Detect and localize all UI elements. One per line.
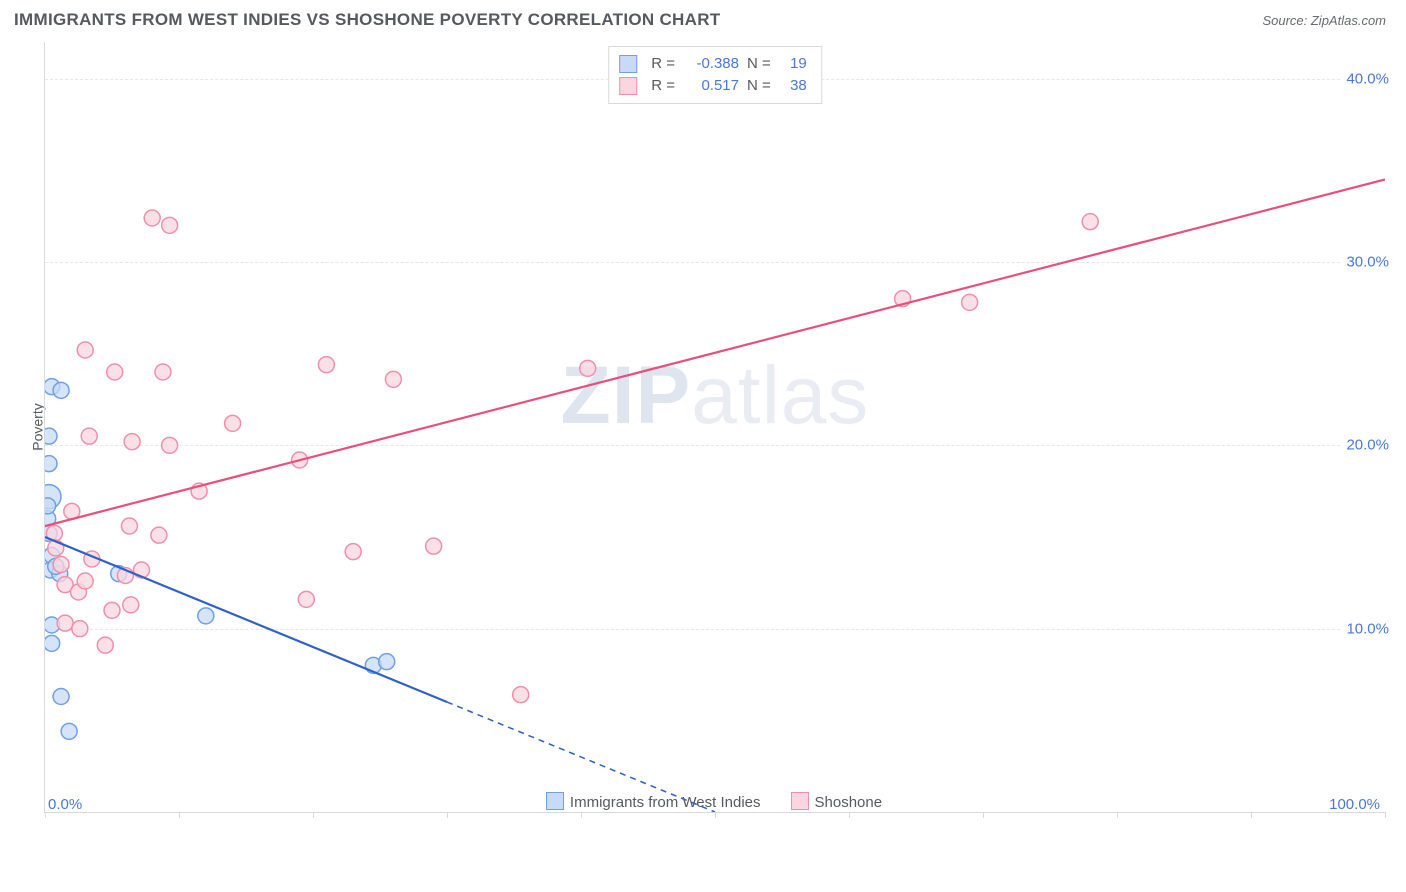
n-value: 19 xyxy=(779,53,807,75)
header: IMMIGRANTS FROM WEST INDIES VS SHOSHONE … xyxy=(0,0,1406,36)
x-tick xyxy=(1385,812,1386,818)
r-label: R = xyxy=(651,53,675,75)
n-value: 38 xyxy=(779,75,807,97)
legend-row-1: R = 0.517 N = 38 xyxy=(619,75,807,97)
plot-area: ZIPatlas R = -0.388 N = 19 R = 0.517 N =… xyxy=(44,42,1385,813)
legend-row-0: R = -0.388 N = 19 xyxy=(619,53,807,75)
chart-svg xyxy=(45,42,1385,812)
n-label: N = xyxy=(747,75,771,97)
source-label: Source: ZipAtlas.com xyxy=(1262,13,1386,28)
r-value: 0.517 xyxy=(683,75,739,97)
plot-wrapper: Poverty ZIPatlas R = -0.388 N = 19 R = 0… xyxy=(44,42,1384,812)
r-label: R = xyxy=(651,75,675,97)
legend-swatch-icon xyxy=(619,77,637,95)
r-value: -0.388 xyxy=(683,53,739,75)
n-label: N = xyxy=(747,53,771,75)
legend-swatch-icon xyxy=(619,55,637,73)
chart-title: IMMIGRANTS FROM WEST INDIES VS SHOSHONE … xyxy=(14,10,720,30)
correlation-legend: R = -0.388 N = 19 R = 0.517 N = 38 xyxy=(608,46,822,104)
